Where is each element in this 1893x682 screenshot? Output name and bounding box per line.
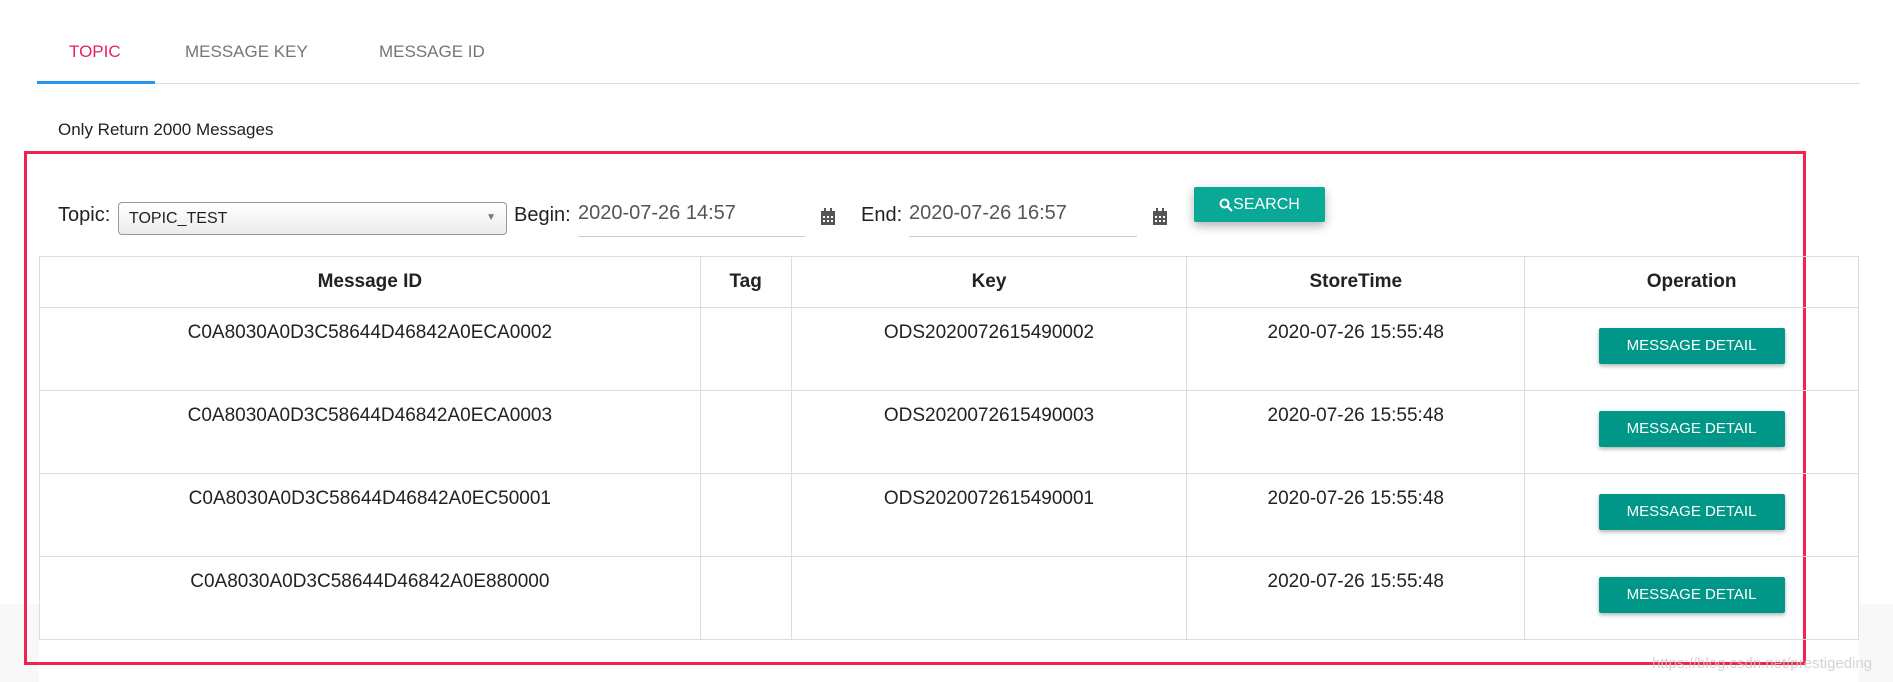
table-row: C0A8030A0D3C58644D46842A0EC50001 ODS20200… [39, 473, 1859, 557]
header-operation: Operation [1524, 256, 1859, 308]
cell-key: ODS2020072615490002 [790, 307, 1188, 391]
topic-select[interactable]: TOPIC_TEST ▼ [118, 202, 507, 235]
begin-label: Begin: [514, 204, 571, 226]
message-detail-button[interactable]: MESSAGE DETAIL [1598, 328, 1785, 364]
topic-select-value: TOPIC_TEST [129, 210, 228, 227]
cell-message-id: C0A8030A0D3C58644D46842A0ECA0003 [39, 390, 701, 474]
cell-tag [699, 390, 792, 474]
cell-storetime: 2020-07-26 15:55:48 [1186, 307, 1526, 391]
tab-message-key[interactable]: MESSAGE KEY [185, 42, 308, 61]
cell-message-id: C0A8030A0D3C58644D46842A0ECA0002 [39, 307, 701, 391]
table-row: C0A8030A0D3C58644D46842A0ECA0002 ODS20200… [39, 307, 1859, 391]
begin-date-input[interactable]: 2020-07-26 14:57 [578, 200, 805, 237]
table-row: C0A8030A0D3C58644D46842A0E880000 2020-07-… [39, 556, 1859, 640]
table-row: C0A8030A0D3C58644D46842A0ECA0003 ODS20200… [39, 390, 1859, 474]
header-key: Key [790, 256, 1188, 308]
cell-operation: MESSAGE DETAIL [1524, 556, 1859, 640]
tab-topic[interactable]: TOPIC [69, 42, 121, 61]
end-date-input[interactable]: 2020-07-26 16:57 [909, 200, 1137, 237]
cell-tag [699, 473, 792, 557]
message-detail-button[interactable]: MESSAGE DETAIL [1598, 494, 1785, 530]
calendar-icon[interactable] [820, 208, 836, 226]
cell-tag [699, 556, 792, 640]
topic-label: Topic: [58, 204, 111, 226]
watermark: https://blog.csdn.net/prestigeding [1652, 655, 1873, 672]
cell-key [790, 556, 1188, 640]
table-header-row: Message ID Tag Key StoreTime Operation [39, 256, 1859, 308]
cell-message-id: C0A8030A0D3C58644D46842A0E880000 [39, 556, 701, 640]
cell-operation: MESSAGE DETAIL [1524, 390, 1859, 474]
header-tag: Tag [699, 256, 792, 308]
header-storetime: StoreTime [1186, 256, 1526, 308]
search-label: SEARCH [1233, 195, 1300, 213]
tab-active-indicator [37, 81, 155, 84]
cell-message-id: C0A8030A0D3C58644D46842A0EC50001 [39, 473, 701, 557]
search-button[interactable]: SEARCH [1194, 187, 1325, 222]
cell-key: ODS2020072615490001 [790, 473, 1188, 557]
end-label: End: [861, 204, 903, 226]
cell-tag [699, 307, 792, 391]
limit-note: Only Return 2000 Messages [58, 120, 274, 139]
tab-message-id[interactable]: MESSAGE ID [379, 42, 485, 61]
tab-divider [37, 83, 1860, 84]
cell-key: ODS2020072615490003 [790, 390, 1188, 474]
cell-operation: MESSAGE DETAIL [1524, 473, 1859, 557]
cell-storetime: 2020-07-26 15:55:48 [1186, 473, 1526, 557]
message-detail-button[interactable]: MESSAGE DETAIL [1598, 411, 1785, 447]
messages-table: Message ID Tag Key StoreTime Operation C… [39, 256, 1859, 640]
cell-storetime: 2020-07-26 15:55:48 [1186, 556, 1526, 640]
message-detail-button[interactable]: MESSAGE DETAIL [1598, 577, 1785, 613]
dropdown-arrow-icon: ▼ [486, 212, 496, 223]
header-message-id: Message ID [39, 256, 701, 308]
calendar-icon[interactable] [1152, 208, 1168, 226]
cell-operation: MESSAGE DETAIL [1524, 307, 1859, 391]
cell-storetime: 2020-07-26 15:55:48 [1186, 390, 1526, 474]
search-icon [1219, 198, 1233, 212]
